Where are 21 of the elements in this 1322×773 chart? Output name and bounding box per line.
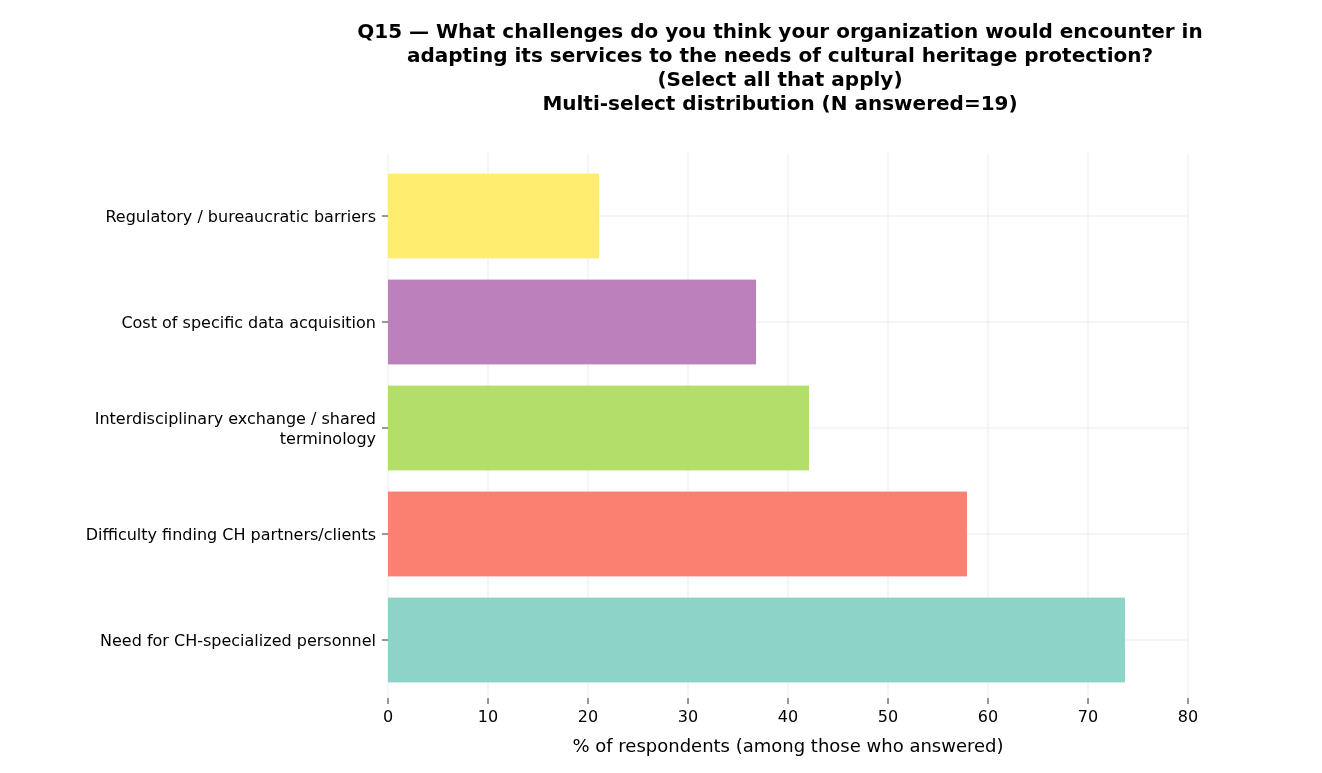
y-tick-label: Interdisciplinary exchange / shared terminology: [94, 409, 376, 448]
bar: [388, 385, 809, 471]
x-tick-label: 20: [577, 707, 599, 726]
x-tick-label: 70: [1077, 707, 1099, 726]
x-tick-label: 80: [1177, 707, 1199, 726]
bar: [388, 173, 599, 259]
x-tick-label: 50: [877, 707, 899, 726]
y-tick-label: Difficulty finding CH partners/clients: [85, 525, 376, 544]
chart-title: Q15 — What challenges do you think your organization would encounter in adapting its services to the needs of cultural heritage protection? (Select all that apply) Multi-select distribution (N answered=19): [357, 19, 1203, 115]
bar: [388, 597, 1125, 683]
x-tick-label: 40: [777, 707, 799, 726]
x-axis-title: % of respondents (among those who answered): [572, 735, 1004, 756]
x-tick-label: 0: [382, 707, 394, 726]
y-tick-label: Cost of specific data acquisition: [121, 313, 376, 332]
x-tick-label: 30: [677, 707, 699, 726]
y-tick-label: Regulatory / bureaucratic barriers: [105, 207, 376, 226]
bar: [388, 279, 756, 365]
y-tick-label: Need for CH-specialized personnel: [100, 631, 376, 650]
x-tick-label: 10: [477, 707, 499, 726]
x-tick-label: 60: [977, 707, 999, 726]
bar: [388, 491, 967, 577]
